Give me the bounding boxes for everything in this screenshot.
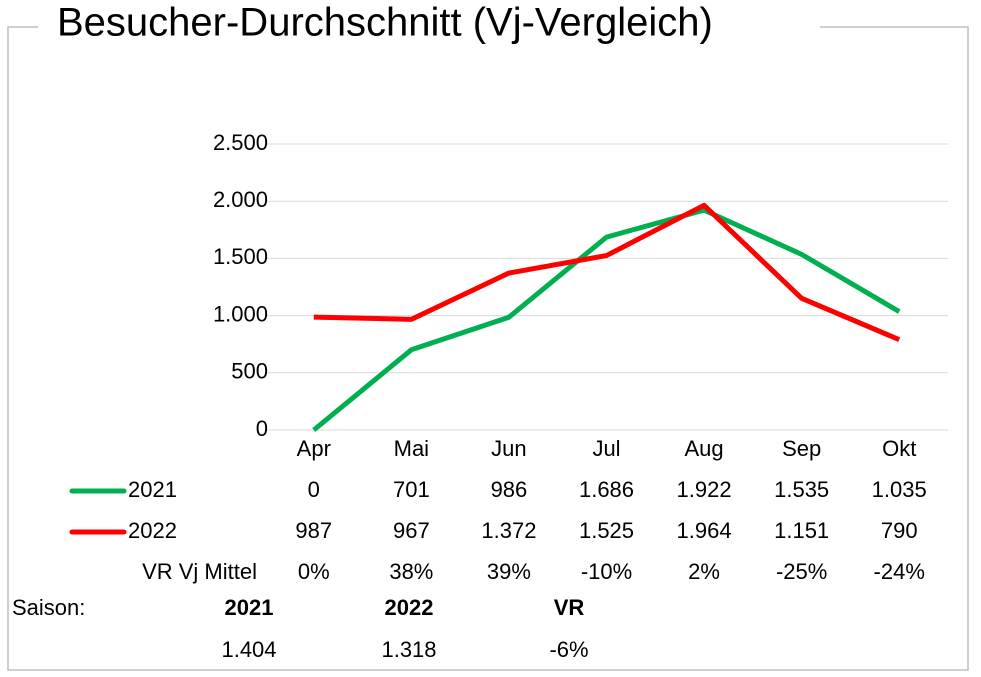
y-tick-label: 2.000: [213, 187, 268, 212]
title-background: [38, 5, 820, 49]
x-tick-label: Jun: [491, 436, 526, 461]
y-tick-label: 2.500: [213, 130, 268, 155]
table-cell: 1.964: [677, 518, 732, 543]
chart-border: [7, 26, 969, 671]
table-cell: 1.525: [579, 518, 634, 543]
x-tick-label: Aug: [684, 436, 723, 461]
table-cell: 701: [393, 477, 430, 502]
table-cell: 790: [881, 518, 918, 543]
x-tick-label: Sep: [782, 436, 821, 461]
series-line: [313, 202, 901, 342]
table-cell: 1.922: [677, 477, 732, 502]
y-tick-label: 1.000: [213, 301, 268, 326]
table-cell: 38%: [389, 559, 433, 584]
table-cell: 986: [491, 477, 528, 502]
table-row-label: VR Vj Mittel: [142, 559, 257, 584]
season-value: 1.404: [221, 637, 276, 662]
x-tick-label: Mai: [394, 436, 429, 461]
table-cell: -24%: [874, 559, 925, 584]
table-cell: 1.372: [481, 518, 536, 543]
y-tick-label: 1.500: [213, 244, 268, 269]
table-cell: -25%: [776, 559, 827, 584]
legend-label: 2022: [128, 518, 177, 543]
y-tick-label: 0: [256, 416, 268, 441]
legend-label: 2021: [128, 477, 177, 502]
x-tick-label: Jul: [592, 436, 620, 461]
table-cell: 0: [308, 477, 320, 502]
x-tick-label: Okt: [882, 436, 916, 461]
table-cell: 0%: [298, 559, 330, 584]
season-label: Saison:: [12, 595, 85, 620]
series-line: [312, 207, 901, 432]
table-cell: 39%: [487, 559, 531, 584]
table-cell: 1.686: [579, 477, 634, 502]
table-cell: 2%: [688, 559, 720, 584]
table-cell: 1.535: [774, 477, 829, 502]
season-header: VR: [554, 595, 585, 620]
x-tick-label: Apr: [297, 436, 331, 461]
table-cell: 1.151: [774, 518, 829, 543]
table-cell: 1.035: [872, 477, 927, 502]
season-header: 2021: [225, 595, 274, 620]
table-cell: -10%: [581, 559, 632, 584]
table-cell: 987: [295, 518, 332, 543]
chart-title: Besucher-Durchschnitt (Vj-Vergleich): [57, 1, 713, 45]
y-tick-label: 500: [231, 359, 268, 384]
season-value: 1.318: [381, 637, 436, 662]
table-cell: 967: [393, 518, 430, 543]
season-value: -6%: [549, 637, 588, 662]
season-header: 2022: [385, 595, 434, 620]
